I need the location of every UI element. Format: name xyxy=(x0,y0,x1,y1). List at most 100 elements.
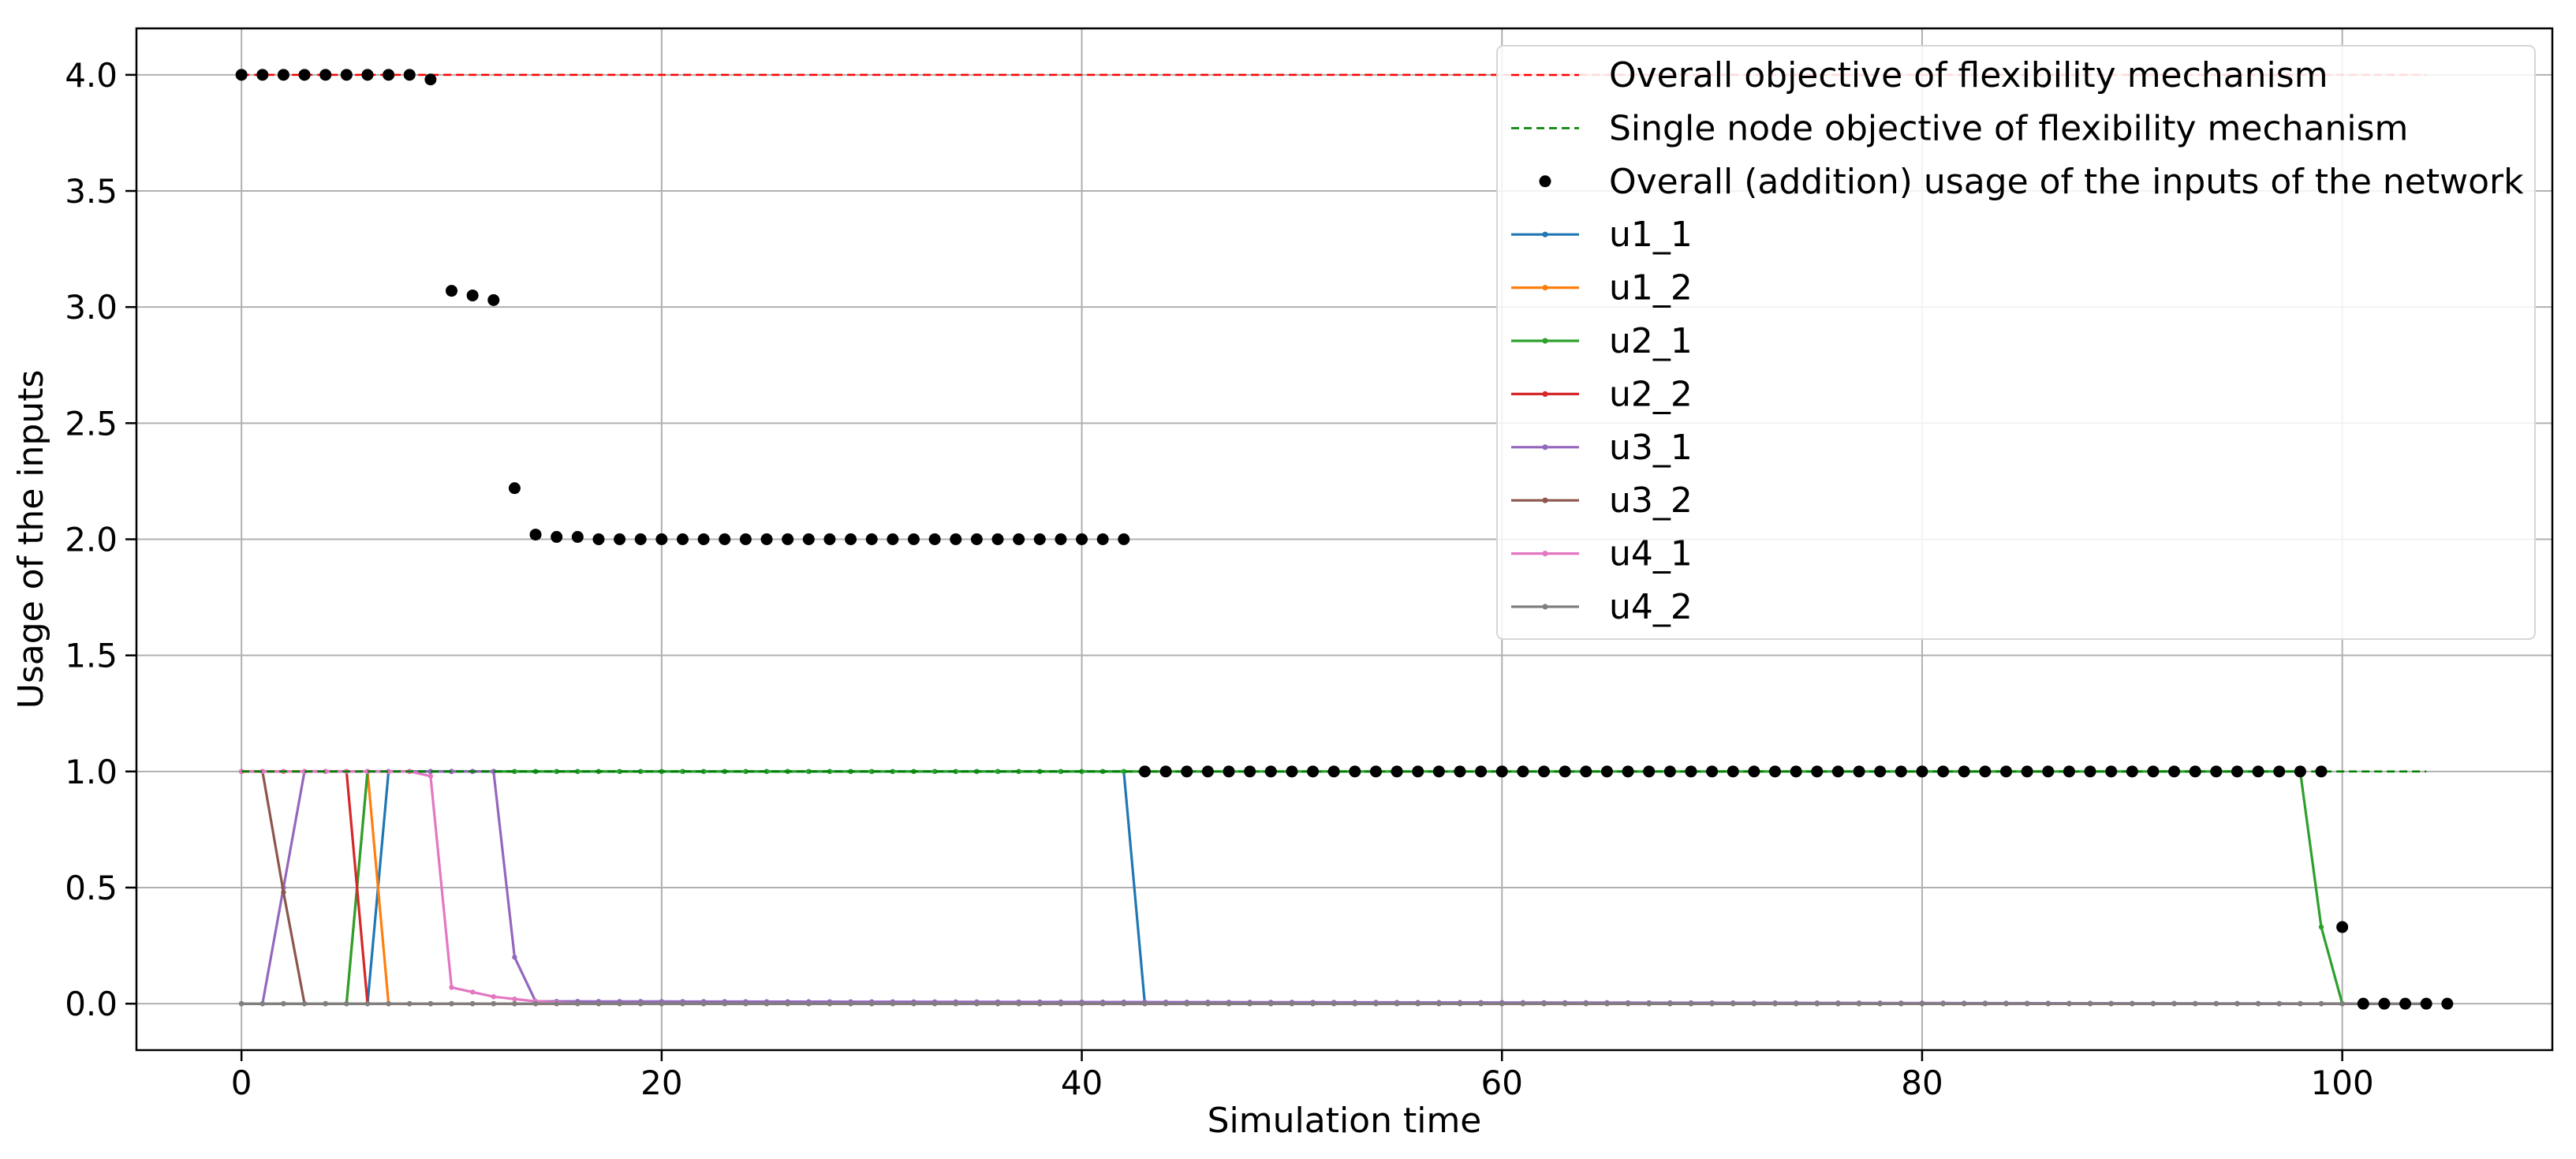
legend-entry: u1_2 xyxy=(1511,268,1693,308)
legend: Overall objective of flexibility mechani… xyxy=(1496,45,2536,640)
overall-usage-point xyxy=(950,533,962,545)
overall-usage-point xyxy=(1181,765,1193,778)
series-marker xyxy=(575,768,581,775)
overall-usage-point xyxy=(2273,765,2286,778)
series-marker xyxy=(469,1000,476,1007)
series-marker xyxy=(743,768,749,775)
overall-usage-point xyxy=(2315,765,2328,778)
series-marker xyxy=(1835,1000,1841,1007)
overall-usage-point xyxy=(1916,765,1928,778)
series-marker xyxy=(1247,1000,1253,1007)
series-marker xyxy=(532,1000,539,1007)
overall-usage-point xyxy=(1895,765,1907,778)
overall-usage-point xyxy=(298,69,311,81)
series-marker xyxy=(953,1000,958,1007)
overall-usage-point xyxy=(1979,765,1992,778)
overall-usage-point xyxy=(1201,765,1214,778)
legend-entry: Overall objective of flexibility mechani… xyxy=(1511,55,2328,95)
overall-usage-point xyxy=(1369,765,1382,778)
overall-usage-point xyxy=(1685,765,1697,778)
legend-handle-marker xyxy=(1542,497,1548,503)
series-marker xyxy=(1163,1000,1169,1007)
overall-usage-point xyxy=(2126,765,2138,778)
overall-usage-point xyxy=(907,533,920,545)
series-marker xyxy=(1646,1000,1652,1007)
series-marker xyxy=(1940,1000,1946,1007)
overall-usage-point xyxy=(928,533,941,545)
series-marker xyxy=(1583,1000,1589,1007)
series-marker xyxy=(386,1000,391,1007)
series-marker xyxy=(827,1000,833,1007)
series-marker xyxy=(743,1000,749,1007)
overall-usage-point xyxy=(2357,997,2369,1010)
series-marker xyxy=(995,768,1001,775)
series-marker xyxy=(364,1000,371,1007)
legend-label: u2_2 xyxy=(1609,374,1693,414)
overall-usage-point xyxy=(1432,765,1445,778)
overall-usage-point xyxy=(551,531,563,544)
legend-handle-marker xyxy=(1542,391,1548,397)
series-u4-2 xyxy=(238,1000,2429,1007)
series-marker xyxy=(1877,1000,1883,1007)
series-marker xyxy=(1688,1000,1694,1007)
legend-handle-marker xyxy=(1542,444,1548,451)
x-tick-label: 80 xyxy=(1901,1064,1943,1102)
series-marker xyxy=(259,768,266,775)
overall-usage-point xyxy=(677,533,689,545)
series-marker xyxy=(1394,1000,1400,1007)
overall-usage-point xyxy=(1538,765,1551,778)
overall-usage-point xyxy=(2084,765,2096,778)
legend-label: u4_2 xyxy=(1609,587,1693,627)
overall-usage-point xyxy=(2021,765,2033,778)
legend-label: Overall objective of flexibility mechani… xyxy=(1609,55,2328,95)
series-marker xyxy=(2087,1000,2093,1007)
overall-usage-point xyxy=(1159,765,1172,778)
series-marker xyxy=(2024,1000,2030,1007)
overall-usage-point xyxy=(1559,765,1571,778)
overall-usage-point xyxy=(1033,533,1046,545)
series-marker xyxy=(763,1000,770,1007)
series-marker xyxy=(2318,924,2324,930)
series-marker xyxy=(512,955,517,960)
series-marker xyxy=(848,1000,853,1007)
series-marker xyxy=(1898,1000,1904,1007)
series-marker xyxy=(1499,1000,1505,1007)
series-marker xyxy=(491,768,496,775)
y-tick-label: 2.5 xyxy=(65,404,118,443)
legend-handle-marker xyxy=(1542,285,1548,291)
series-marker xyxy=(1772,1000,1778,1007)
overall-usage-point xyxy=(614,533,626,545)
overall-usage-point xyxy=(802,533,815,545)
series-marker xyxy=(1604,1000,1610,1007)
series-marker xyxy=(806,1000,812,1007)
legend-label: u1_1 xyxy=(1609,215,1693,255)
series-marker xyxy=(1037,1000,1043,1007)
overall-usage-point xyxy=(1349,765,1361,778)
overall-usage-point xyxy=(970,533,983,545)
overall-usage-point xyxy=(1475,765,1488,778)
overall-usage-point xyxy=(1748,765,1760,778)
series-marker xyxy=(2150,1000,2156,1007)
y-tick-label: 1.0 xyxy=(65,753,118,791)
series-marker xyxy=(2339,1000,2345,1007)
series-marker xyxy=(1016,1000,1021,1007)
overall-usage-point xyxy=(1454,765,1466,778)
series-marker xyxy=(995,1000,1001,1007)
overall-usage-point xyxy=(1055,533,1067,545)
legend-label: u1_2 xyxy=(1609,268,1693,308)
series-marker xyxy=(323,1000,328,1007)
overall-usage-point xyxy=(1811,765,1824,778)
legend-box xyxy=(1496,45,2536,640)
series-marker xyxy=(2003,1000,2009,1007)
overall-usage-point xyxy=(1663,765,1676,778)
overall-usage-point xyxy=(2378,997,2391,1010)
series-marker xyxy=(1142,1000,1148,1007)
x-tick-label: 40 xyxy=(1061,1064,1103,1102)
legend-entry: u2_1 xyxy=(1511,321,1693,361)
series-marker xyxy=(575,1000,581,1007)
legend-label: u2_1 xyxy=(1609,321,1693,361)
overall-usage-point xyxy=(2336,921,2349,933)
overall-usage-point xyxy=(2105,765,2118,778)
legend-label: Single node objective of flexibility mec… xyxy=(1609,108,2408,148)
series-marker xyxy=(1709,1000,1715,1007)
